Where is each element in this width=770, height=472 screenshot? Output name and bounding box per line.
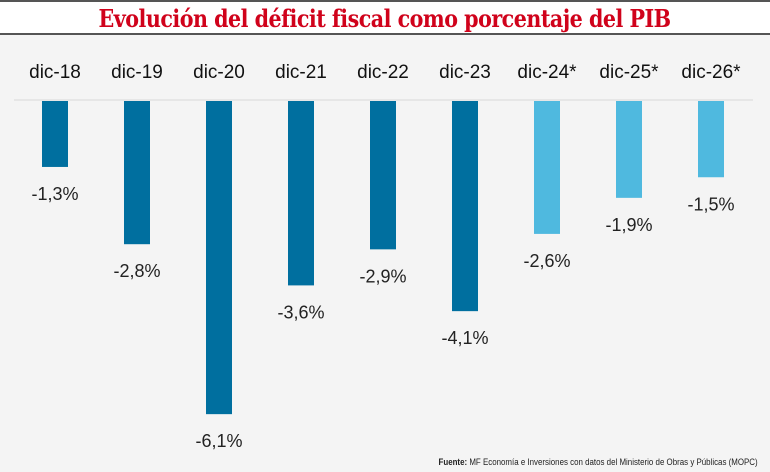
category-label: dic-25* [599,62,659,83]
value-label: -2,9% [359,266,406,286]
category-label: dic-26* [681,62,741,83]
value-label: -2,6% [523,251,570,271]
value-label: -3,6% [277,302,324,322]
category-label: dic-21 [275,62,327,83]
category-label: dic-24* [517,62,577,83]
bar-dic-19 [124,101,150,245]
category-label: dic-23 [439,62,491,83]
bar-dic-18 [42,101,68,167]
value-label: -6,1% [195,431,242,451]
bar-dic-23 [452,101,478,312]
bar-dic-22 [370,101,396,250]
category-label: dic-22 [357,62,409,83]
bar-dic-25-projected [616,101,642,198]
value-label: -1,3% [31,184,78,204]
category-label: dic-18 [29,62,81,83]
value-label: -2,8% [113,261,160,281]
value-label: -1,5% [687,194,734,214]
title-band: Evolución del déficit fiscal como porcen… [0,0,770,35]
value-label: -4,1% [441,328,488,348]
bar-dic-21 [288,101,314,286]
source-label: Fuente: [438,457,468,467]
chart-title: Evolución del déficit fiscal como porcen… [98,4,672,33]
category-label: dic-19 [111,62,163,83]
source-text: MF Economía e Inversiones con datos del … [469,457,758,467]
source-note: Fuente: MF Economía e Inversiones con da… [439,457,758,467]
bar-dic-20 [206,101,232,415]
bar-dic-26-projected [698,101,724,178]
category-label: dic-20 [193,62,245,83]
bar-dic-24-projected [534,101,560,234]
value-label: -1,9% [605,215,652,235]
